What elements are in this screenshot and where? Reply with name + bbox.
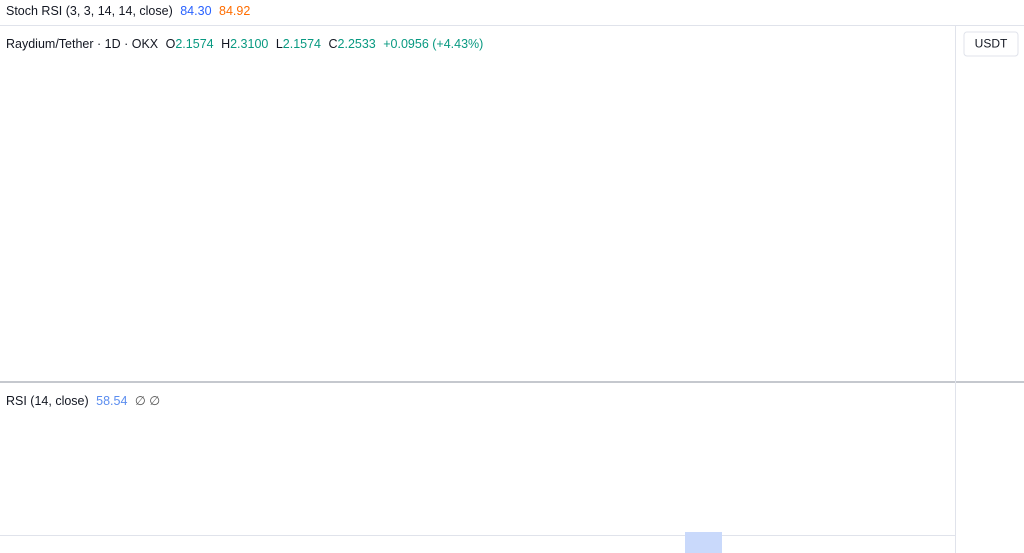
l-label: L — [275, 37, 283, 51]
stoch-title: Stoch RSI (3, 3, 14, 14, close) — [6, 4, 173, 18]
low: 2.1574 — [282, 37, 322, 51]
stoch-d: 84.92 — [219, 4, 251, 18]
high: 2.3100 — [230, 37, 269, 51]
close: 2.2533 — [337, 37, 376, 51]
symbol: Raydium/Tether · 1D · OKX — [6, 37, 159, 51]
currency-box[interactable] — [963, 31, 1019, 57]
open: 2.1574 — [175, 37, 214, 51]
h-label: H — [221, 37, 231, 51]
symbol-legend: Raydium/Tether · 1D · OKX O2.1574 H2.310… — [6, 37, 487, 51]
rsi-extra: ∅ ∅ — [134, 394, 161, 408]
rsi-legend: RSI (14, close) 58.54 ∅ ∅ — [6, 393, 164, 408]
o-label: O — [165, 37, 176, 51]
time-axis-highlight — [685, 532, 722, 553]
rsi-title: RSI (14, close) — [6, 394, 89, 408]
change: +0.0956 (+4.43%) — [383, 37, 484, 51]
stoch-k: 84.30 — [180, 4, 212, 18]
currency: USDT — [975, 37, 1008, 51]
c-label: C — [328, 37, 338, 51]
stoch-legend: Stoch RSI (3, 3, 14, 14, close) 84.30 84… — [6, 4, 254, 18]
rsi-value: 58.54 — [96, 394, 128, 408]
